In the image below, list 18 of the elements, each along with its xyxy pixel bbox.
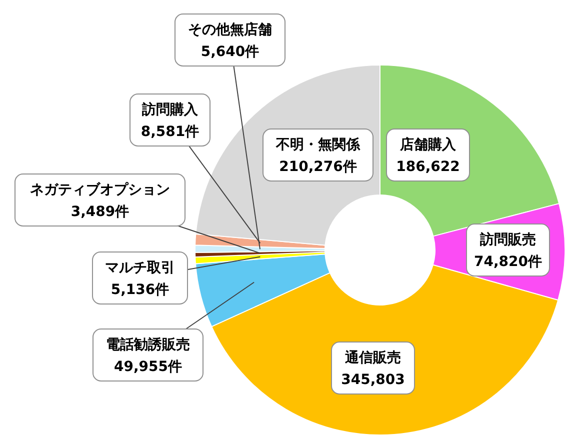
data-label: 345,803 (341, 372, 405, 388)
slice-label: ネガティブオプション (30, 181, 170, 198)
slice-label: 店舗購入 (399, 136, 457, 153)
slice-label: マルチ取引 (105, 260, 175, 276)
data-label: 8,581件 (140, 124, 200, 140)
slice-label: 訪問購入 (141, 101, 199, 118)
data-label: 5,136件 (110, 282, 170, 298)
data-label: 3,489件 (70, 204, 130, 220)
data-label: 49,955件 (114, 359, 182, 375)
data-label: 186,622 (396, 159, 460, 175)
slice-label: 訪問販売 (479, 231, 536, 248)
slice-label: 電話勧誘販売 (106, 336, 190, 353)
slice-label: その他無店舗 (188, 21, 272, 38)
data-label: 74,820件 (474, 254, 542, 270)
data-label: 5,640件 (200, 44, 260, 60)
slice-label: 不明・無関係 (275, 137, 361, 153)
slice-label: 通信販売 (344, 349, 401, 366)
data-label: 210,276件 (279, 159, 357, 175)
